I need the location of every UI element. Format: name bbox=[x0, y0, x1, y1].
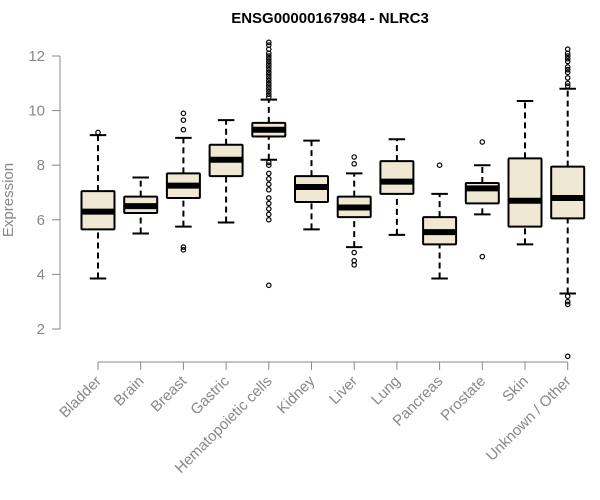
outlier-point bbox=[95, 129, 101, 136]
outlier-point bbox=[564, 83, 571, 89]
outlier-point bbox=[265, 69, 272, 76]
outlier-point bbox=[564, 58, 571, 65]
outlier-point bbox=[564, 53, 571, 59]
outlier-point bbox=[265, 75, 272, 81]
x-tick-label: Skin bbox=[499, 373, 532, 406]
y-axis: 2 4 6 8 10 12 bbox=[28, 48, 61, 338]
outlier-point bbox=[265, 88, 272, 95]
outlier-point bbox=[265, 181, 272, 188]
outlier-point bbox=[479, 253, 486, 260]
outlier-point bbox=[564, 46, 571, 52]
iqr-box bbox=[379, 160, 415, 195]
outlier-point bbox=[351, 154, 358, 160]
y-tick-label: 10 bbox=[28, 103, 45, 120]
outlier-point bbox=[265, 162, 272, 169]
outlier-point bbox=[265, 42, 272, 48]
outlier-point bbox=[265, 94, 272, 100]
outlier-point bbox=[265, 85, 272, 92]
outlier-point bbox=[180, 126, 187, 133]
x-tick-label: Breast bbox=[148, 372, 191, 415]
boxes-layer bbox=[80, 39, 586, 360]
outlier-point bbox=[564, 298, 571, 305]
outlier-point bbox=[351, 249, 358, 256]
iqr-box bbox=[550, 165, 586, 220]
outlier-point bbox=[265, 39, 272, 46]
outlier-point bbox=[265, 159, 272, 166]
outlier-point bbox=[180, 110, 187, 117]
outlier-point bbox=[479, 139, 486, 145]
outlier-point bbox=[265, 91, 272, 98]
box-kidney bbox=[294, 139, 329, 231]
box-skin bbox=[507, 100, 543, 246]
outlier-point bbox=[265, 282, 272, 289]
outlier-point bbox=[180, 117, 187, 123]
x-tick-label: Bladder bbox=[56, 373, 105, 422]
box-lung bbox=[379, 138, 415, 236]
outlier-point bbox=[180, 247, 187, 253]
outlier-point bbox=[265, 83, 272, 89]
y-tick-label: 4 bbox=[37, 266, 45, 283]
outlier-point bbox=[265, 64, 272, 70]
x-tick-label: Kidney bbox=[274, 372, 319, 417]
outlier-point bbox=[265, 53, 272, 59]
outlier-point bbox=[265, 211, 272, 218]
outlier-point bbox=[180, 244, 187, 250]
iqr-box bbox=[507, 157, 543, 228]
outlier-point bbox=[351, 257, 358, 264]
box-prostate bbox=[464, 139, 500, 260]
box-hematopoietic-cells bbox=[251, 39, 287, 289]
outlier-point bbox=[265, 58, 272, 65]
outlier-point bbox=[265, 200, 272, 207]
outlier-point bbox=[265, 195, 272, 201]
outlier-point bbox=[265, 61, 272, 67]
outlier-point bbox=[564, 55, 571, 62]
outlier-point bbox=[265, 217, 272, 223]
outlier-point bbox=[564, 353, 571, 360]
outlier-point bbox=[265, 170, 272, 177]
outlier-point bbox=[564, 66, 571, 73]
x-tick-label: Prostate bbox=[438, 373, 490, 425]
y-tick-label: 2 bbox=[37, 321, 45, 338]
box-bladder bbox=[80, 129, 116, 280]
outlier-point bbox=[265, 66, 272, 73]
outlier-point bbox=[265, 80, 272, 87]
outlier-point bbox=[265, 186, 272, 193]
outlier-point bbox=[265, 55, 272, 62]
box-unknown-other bbox=[550, 46, 586, 360]
outlier-point bbox=[351, 161, 358, 167]
y-tick-label: 12 bbox=[28, 48, 45, 65]
y-tick-label: 8 bbox=[37, 157, 45, 174]
outlier-point bbox=[265, 72, 272, 78]
box-gastric bbox=[208, 119, 244, 224]
outlier-point bbox=[564, 301, 571, 308]
outlier-point bbox=[564, 64, 571, 70]
x-tick-label: Liver bbox=[326, 373, 361, 408]
outlier-point bbox=[265, 176, 272, 182]
outlier-point bbox=[564, 80, 571, 87]
box-pancreas bbox=[422, 162, 458, 280]
outlier-point bbox=[265, 77, 272, 84]
outlier-point bbox=[436, 162, 443, 169]
box-breast bbox=[165, 110, 201, 253]
y-tick-label: 6 bbox=[37, 212, 45, 229]
x-tick-label: Brain bbox=[111, 373, 148, 410]
outlier-point bbox=[564, 75, 571, 81]
outlier-point bbox=[265, 206, 272, 212]
outlier-point bbox=[564, 293, 571, 300]
outlier-point bbox=[564, 69, 571, 76]
box-liver bbox=[336, 154, 372, 268]
x-tick-label: Lung bbox=[368, 373, 404, 409]
box-brain bbox=[123, 176, 159, 235]
y-axis-label: Expression bbox=[0, 163, 17, 237]
chart-title: ENSG00000167984 - NLRC3 bbox=[231, 10, 429, 27]
